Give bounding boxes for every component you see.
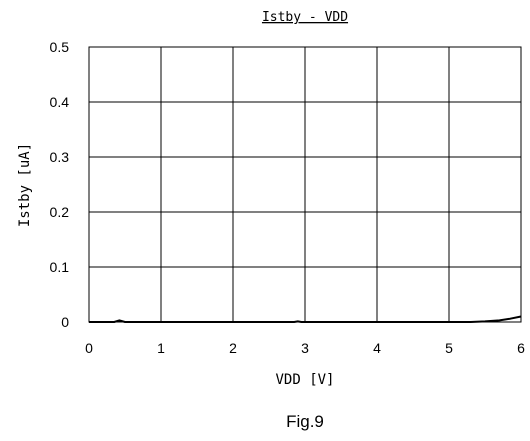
y-tick-label: 0.1 (50, 259, 70, 275)
series-line (89, 315, 522, 323)
x-tick-label: 3 (301, 340, 309, 356)
tick-labels: 0 1 2 3 4 5 6 0 0.1 0.2 0.3 0.4 0.5 (50, 39, 526, 356)
x-tick-label: 4 (373, 340, 381, 356)
x-axis-label: VDD [V] (275, 372, 334, 388)
x-tick-label: 5 (445, 340, 453, 356)
y-tick-label: 0.3 (50, 149, 70, 165)
x-tick-label: 2 (229, 340, 237, 356)
x-tick-label: 0 (85, 340, 93, 356)
chart-title: Istby - VDD (262, 10, 348, 25)
y-tick-label: 0.2 (50, 204, 70, 220)
y-axis-label: Istby [uA] (17, 143, 33, 227)
y-tick-label: 0 (61, 314, 69, 330)
y-tick-label: 0.5 (50, 39, 70, 55)
grid (89, 47, 521, 322)
x-tick-label: 6 (517, 340, 525, 356)
y-tick-label: 0.4 (50, 94, 70, 110)
x-tick-label: 1 (157, 340, 165, 356)
figure-caption: Fig.9 (286, 412, 324, 431)
